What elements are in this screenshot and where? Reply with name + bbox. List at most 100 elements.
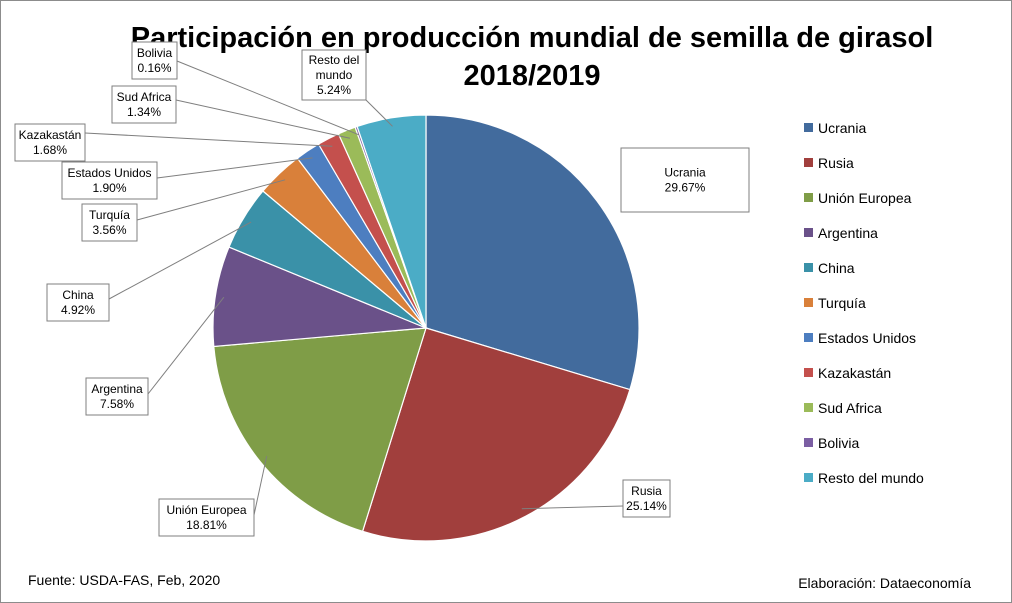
legend-label: Ucrania: [818, 120, 866, 136]
pie-slice-resto-del-mundo: [356, 114, 427, 329]
legend-label: Bolivia: [818, 435, 859, 451]
data-label-name: Kazakastán: [19, 128, 82, 142]
legend-label: Sud Africa: [818, 400, 882, 416]
pie-slice-ucrania: [425, 114, 640, 391]
legend-swatch: [804, 158, 813, 167]
legend-swatch: [804, 438, 813, 447]
data-label-name: Ucrania: [664, 166, 706, 180]
legend-swatch: [804, 193, 813, 202]
data-label-value: 4.92%: [61, 303, 95, 317]
data-label-box: [61, 161, 158, 200]
legend-swatch: [804, 228, 813, 237]
data-label-value: 1.90%: [92, 181, 126, 195]
legend-swatch: [804, 333, 813, 342]
data-label-box: [14, 123, 86, 162]
legend-item-china: China: [804, 260, 855, 276]
data-label-value: 3.56%: [92, 223, 126, 237]
leader-line-kazakastan: [84, 132, 333, 147]
legend-item-estados-unidos: Estados Unidos: [804, 330, 916, 346]
leader-line-rusia: [521, 505, 624, 510]
credit-note: Elaboración: Dataeconomía: [798, 575, 971, 591]
legend-label: Resto del mundo: [818, 470, 924, 486]
legend-swatch: [804, 123, 813, 132]
data-label-value: 7.58%: [100, 397, 134, 411]
pie-slice-union-europea: [213, 327, 427, 533]
data-label-box: [620, 147, 750, 213]
legend-item-kazakastan: Kazakastán: [804, 365, 891, 381]
leader-line-argentina: [147, 296, 225, 395]
data-label-box: [301, 49, 367, 101]
data-label-box: [622, 479, 671, 518]
data-label-name: Estados Unidos: [67, 166, 151, 180]
data-label-value: 0.16%: [137, 61, 171, 75]
legend-label: Unión Europea: [818, 190, 912, 206]
data-label-name: China: [62, 288, 94, 302]
leader-line-sud-africa: [175, 99, 351, 139]
legend-swatch: [804, 403, 813, 412]
chart-title: Participación en producción mundial de s…: [131, 22, 934, 54]
data-label-box: [46, 283, 110, 322]
legend-label: Argentina: [818, 225, 878, 241]
data-label-value: 1.68%: [33, 143, 67, 157]
legend-item-argentina: Argentina: [804, 225, 878, 241]
data-label-name: Sud Africa: [117, 90, 172, 104]
leader-line-estados-unidos: [156, 157, 313, 179]
data-label-box: [81, 203, 138, 242]
data-label-name: Unión Europea: [166, 503, 246, 517]
data-label-box: [131, 41, 178, 80]
leader-line-turquia: [136, 179, 286, 221]
data-label-name: Argentina: [91, 382, 143, 396]
data-label-value: 25.14%: [626, 499, 667, 513]
legend-label: Estados Unidos: [818, 330, 916, 346]
legend-item-bolivia: Bolivia: [804, 435, 859, 451]
legend-item-sud-africa: Sud Africa: [804, 400, 882, 416]
data-label-value: 1.34%: [127, 105, 161, 119]
legend: Ucrania Rusia Unión Europea Argentina China T…: [804, 120, 924, 486]
slices-layer: [212, 114, 640, 542]
data-label-name: Turquía: [89, 208, 130, 222]
legend-item-turquia: Turquía: [804, 295, 866, 311]
legend-swatch: [804, 263, 813, 272]
data-label-value: 29.67%: [665, 181, 706, 195]
source-note: Fuente: USDA-FAS, Feb, 2020: [28, 572, 220, 588]
legend-label: Rusia: [818, 155, 854, 171]
leader-line-resto-del-mundo: [365, 99, 393, 127]
data-label-name: Rusia: [631, 484, 662, 498]
data-label-name: mundo: [316, 68, 353, 82]
legend-item-rusia: Rusia: [804, 155, 854, 171]
data-label-name: Bolivia: [137, 46, 173, 60]
pie-slice-rusia: [361, 327, 631, 542]
data-label-box: [158, 498, 255, 537]
data-label-box: [111, 85, 177, 124]
data-label-name: Resto del: [309, 53, 360, 67]
legend-item-union-europea: Unión Europea: [804, 190, 912, 206]
legend-item-resto-del-mundo: Resto del mundo: [804, 470, 924, 486]
legend-label: Turquía: [818, 295, 866, 311]
leader-line-bolivia: [176, 60, 360, 136]
data-label-box: [85, 377, 149, 416]
pie-slice-argentina: [212, 246, 427, 348]
legend-label: China: [818, 260, 855, 276]
leaders-layer: [84, 60, 624, 516]
leader-line-union-europea: [253, 456, 268, 516]
legend-label: Kazakastán: [818, 365, 891, 381]
data-label-value: 18.81%: [186, 518, 227, 532]
legend-swatch: [804, 473, 813, 482]
legend-swatch: [804, 298, 813, 307]
chart-subtitle: 2018/2019: [463, 60, 600, 92]
legend-swatch: [804, 368, 813, 377]
